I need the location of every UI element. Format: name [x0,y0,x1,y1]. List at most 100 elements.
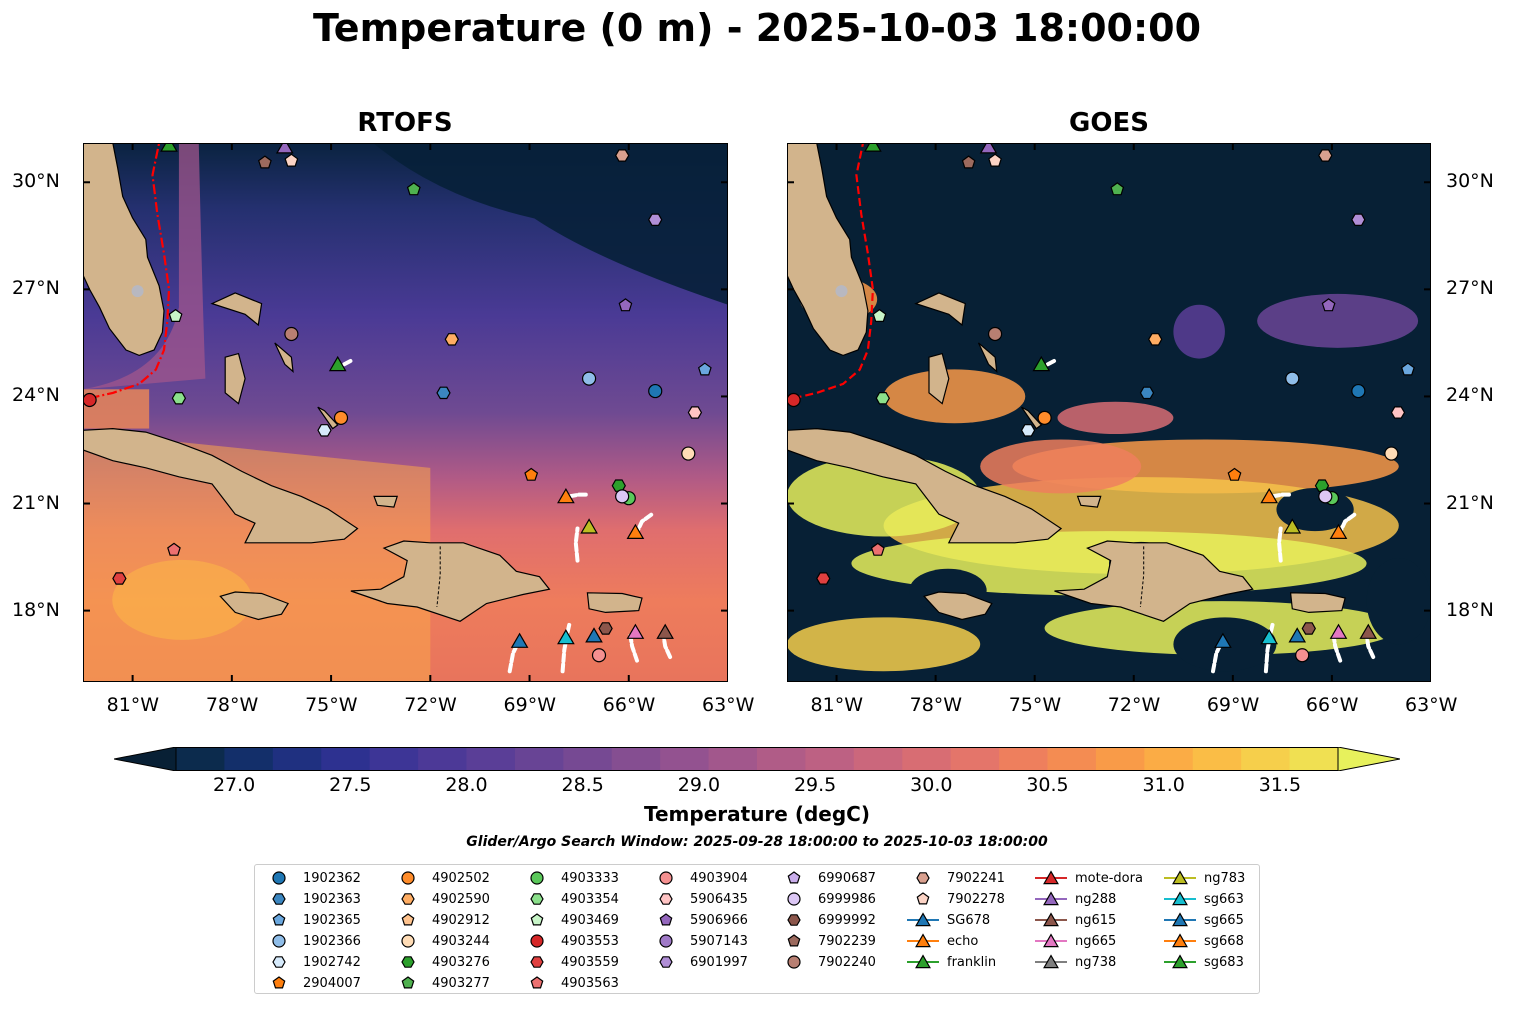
legend-label: 2904007 [303,975,361,991]
marker-6999992 [598,622,613,635]
marker-4903277 [1110,182,1125,196]
marker-4903469 [872,308,887,322]
legend-item-4903354: 4903354 [519,889,619,909]
legend-label: franklin [947,954,997,970]
legend-item-4903276: 4903276 [390,952,490,972]
lon-tick-label: 69°W [1206,694,1260,716]
marker-4903563 [167,542,181,556]
circle-marker-icon [530,871,544,885]
marker-6999986 [1318,489,1333,504]
legend-label: 5906435 [690,891,748,907]
legend-item-1902365: 1902365 [261,910,361,930]
hexagon-marker-icon [401,956,415,968]
lon-tick-label: 66°W [1305,694,1359,716]
lon-tick-label: 78°W [205,694,259,716]
lon-tick-label: 69°W [503,694,556,716]
triangle-marker-icon [1164,891,1196,906]
marker-ng288 [275,143,294,154]
legend-label: 4903904 [690,870,748,886]
triangle-marker-icon [1035,870,1067,885]
triangle-marker-icon [1164,912,1196,927]
marker-4903559 [112,572,127,585]
legend-item-4903559: 4903559 [519,952,619,972]
main-title: Temperature (0 m) - 2025-10-03 18:00:00 [312,6,1202,50]
marker-ng783 [580,518,598,534]
legend-item-5906435: 5906435 [648,889,748,909]
triangle-marker-icon [1035,891,1067,906]
legend-label: sg665 [1204,912,1244,928]
legend-label: 1902742 [303,954,361,970]
lon-tick-label: 81°W [106,694,160,716]
marker-4902590 [444,333,459,346]
legend-item-4903563: 4903563 [519,973,619,993]
legend-label: 4903469 [561,912,619,928]
marker-4903354 [171,392,187,405]
marker-4903904 [591,648,607,663]
panel-title-rtofs: RTOFS [357,108,453,138]
legend-item-6999992: 6999992 [776,910,876,930]
marker-5906435 [687,406,703,419]
marker-SG678 [1214,632,1232,648]
legend-item-7902240: 7902240 [776,952,876,972]
colorbar-tick-label: 28.0 [445,774,488,796]
pentagon-marker-icon [401,976,415,989]
marker-ng615 [656,623,674,639]
marker-4903559 [816,572,831,585]
triangle-marker-icon [1035,912,1067,927]
marker-echo [1260,488,1279,504]
pentagon-marker-icon [659,913,673,926]
marker-7902239 [257,155,272,169]
rtofs-map [83,143,728,682]
hexagon-marker-icon [916,872,930,884]
legend-label: 1902366 [303,933,361,949]
marker-4903904 [1295,648,1310,663]
legend-item-4902502: 4902502 [390,868,490,888]
colorbar-tick-label: 29.0 [677,774,721,796]
circle-marker-icon [659,934,673,948]
colorbar-tick-label: 27.0 [212,774,256,796]
legend-item-7902278: 7902278 [905,889,1005,909]
legend-item-1902742: 1902742 [261,952,361,972]
legend-label: 6990687 [818,870,876,886]
legend-label: echo [947,933,979,949]
marker-1902742 [317,424,332,437]
goes-map [787,143,1431,682]
legend-label: ng783 [1204,870,1246,886]
hexagon-marker-icon [659,893,673,905]
legend-item-4902590: 4902590 [390,889,490,909]
lat-tick-label-left: 24°N [12,384,60,407]
legend-label: ng738 [1075,954,1117,970]
marker-7902240 [284,326,299,342]
marker-4902502 [1037,410,1052,425]
legend-item-1902366: 1902366 [261,931,361,951]
legend-label: 1902362 [303,870,361,886]
legend-label: 1902363 [303,891,361,907]
lon-tick-label: 63°W [1405,694,1458,716]
triangle-marker-icon [1035,933,1067,948]
marker-ng783 [1283,518,1302,534]
legend-label: 4903553 [561,933,619,949]
legend-item-4903244: 4903244 [390,931,490,951]
pentagon-marker-icon [916,892,930,905]
legend-label: 4903563 [561,975,619,991]
marker-4903354 [875,392,890,405]
marker-4903553 [787,392,801,408]
marker-6999986 [615,489,630,504]
legend-item-2904007: 2904007 [261,973,361,993]
legend-item-franklin: franklin [905,952,996,972]
lat-tick-label-left: 21°N [12,491,60,514]
marker-sg683 [864,143,882,152]
lon-tick-label: 66°W [602,694,656,716]
lon-tick-label: 75°W [305,694,358,716]
legend-item-ng665: ng665 [1033,931,1116,951]
marker-7902241 [615,149,630,162]
marker-2904007 [524,467,539,481]
marker-7902239 [961,155,976,169]
marker-ng665 [626,623,645,639]
marker-2904007 [1227,467,1242,481]
marker-ng288 [979,143,998,154]
marker-5906435 [1390,406,1406,419]
circle-marker-icon [787,955,801,969]
marker-sg663 [1260,629,1279,645]
legend-item-7902241: 7902241 [905,868,1005,888]
